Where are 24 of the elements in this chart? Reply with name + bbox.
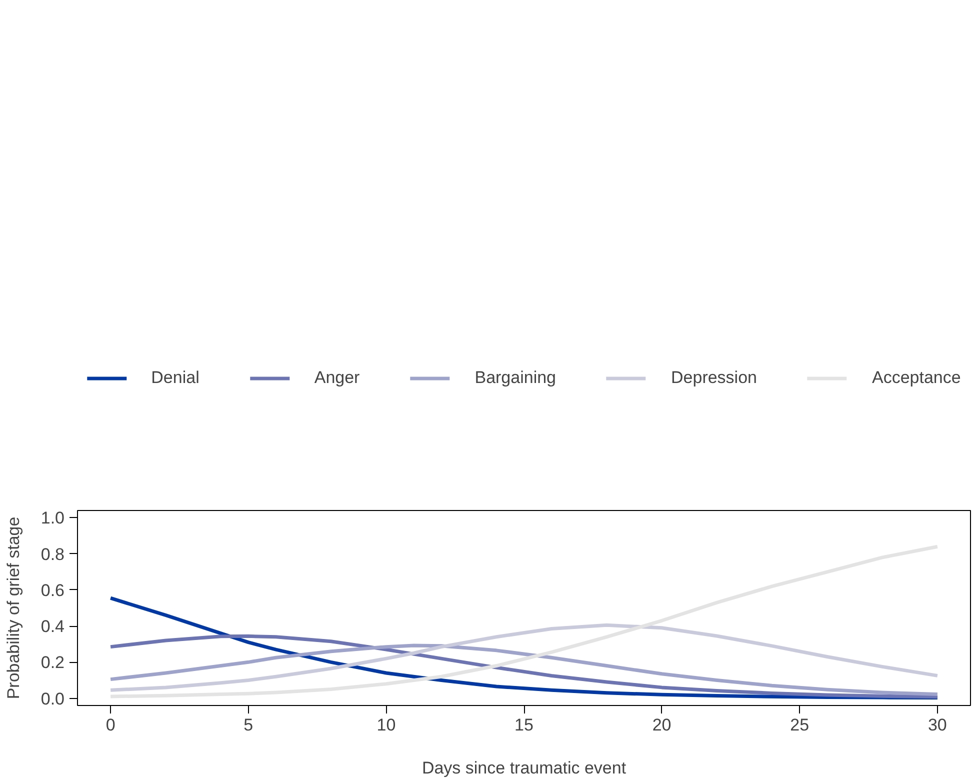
line-series xyxy=(108,644,940,696)
x-tick-label: 10 xyxy=(376,716,396,734)
x-tick-label: 15 xyxy=(514,716,534,734)
legend-label: Depression xyxy=(671,368,758,388)
x-tick-label: 20 xyxy=(652,716,672,734)
y-tick-label: 0.6 xyxy=(40,580,65,600)
legend-label: Acceptance xyxy=(872,368,961,388)
line-series xyxy=(108,544,940,698)
legend-label: Bargaining xyxy=(474,368,556,388)
y-tick-label: 0.4 xyxy=(40,617,65,636)
y-tick-label: 0.8 xyxy=(40,544,65,564)
y-tick-label: 0.0 xyxy=(40,689,65,708)
legend-label: Denial xyxy=(151,368,200,388)
x-axis-title: Days since traumatic event xyxy=(422,758,626,778)
legend-label: Anger xyxy=(314,368,360,388)
y-tick-label: 1.0 xyxy=(40,508,65,528)
line-series xyxy=(108,634,940,699)
x-tick-label: 30 xyxy=(928,716,947,734)
x-tick-label: 5 xyxy=(244,716,254,734)
x-tick-label: 0 xyxy=(106,716,116,734)
line-series xyxy=(108,623,940,692)
x-tick-label: 25 xyxy=(790,716,810,734)
y-axis-title: Probability of grief stage xyxy=(4,516,23,700)
y-tick-label: 0.2 xyxy=(40,653,65,672)
